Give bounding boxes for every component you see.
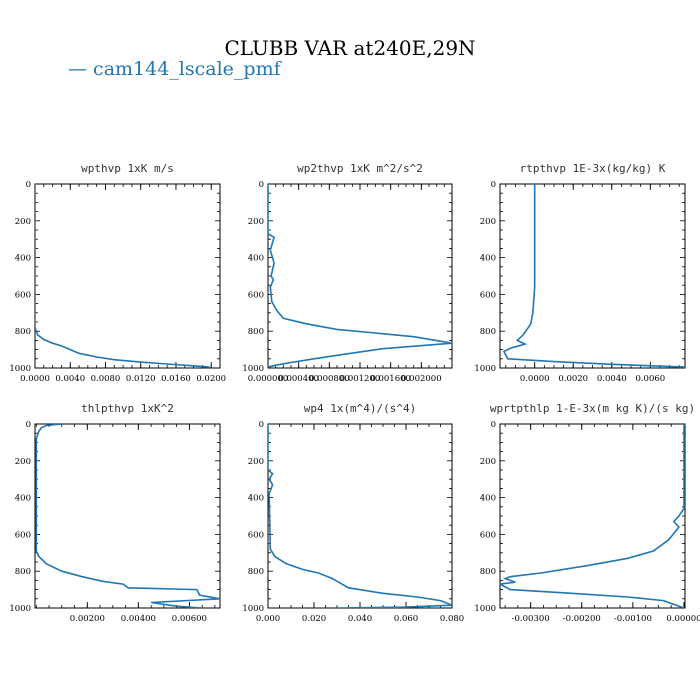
y-tick-label: 400 [248,254,264,264]
x-tick-label: 0.0200 [196,374,226,384]
x-tick-label: 0.001600 [370,374,411,384]
page-title: CLUBB VAR at240E,29N [224,36,476,60]
y-tick-label: 1000 [9,604,31,614]
x-tick-label: 0.0020 [558,374,588,384]
series-line [268,184,452,368]
y-tick-label: 0 [26,420,31,430]
y-tick-label: 400 [15,494,31,504]
panel-title: wprtpthlp 1-E-3x(m kg K)/(s kg) [490,402,695,415]
y-tick-label: 1000 [9,364,31,374]
series-line [502,184,685,368]
x-tick-label: 0.00200 [70,614,105,624]
x-tick-label: 0.0080 [91,374,121,384]
y-tick-label: 400 [15,254,31,264]
y-tick-label: 200 [248,217,264,227]
series-line [35,184,210,368]
x-tick-label: 0.0120 [126,374,156,384]
x-tick-label: -0.00200 [563,614,601,624]
legend: — cam144_lscale_pmf [68,58,281,80]
x-tick-label: 0.0040 [597,374,627,384]
panel-title: wpthvp 1xK m/s [81,162,174,175]
panel-6: wprtpthlp 1-E-3x(m kg K)/(s kg) 0 200 400 60… [474,402,700,624]
x-tick-label: 0.000 [256,614,280,624]
x-tick-label: 0.00000 [666,614,700,624]
x-tick-label: 0.0000 [20,374,50,384]
y-tick-label: 600 [480,290,496,300]
panel-4: thlpthvp 1xK^2 0 200 400 600 800 1000 0.00200 0.… [9,402,221,624]
y-tick-label: 0 [26,180,31,190]
y-tick-label: 0 [491,420,496,430]
x-tick-label: 0.0040 [55,374,85,384]
plot-frame [267,183,453,369]
x-tick-label: 0.000800 [309,374,350,384]
y-tick-label: 800 [15,567,31,577]
plot-frame [499,423,686,609]
y-tick-label: 1000 [474,604,496,614]
x-tick-label: 0.002000 [401,374,442,384]
panel-2: wp2thvp 1xK m^2/s^2020040060080010000.00… [242,162,453,384]
plot-frame [267,423,453,609]
plot-frame [34,183,221,369]
y-tick-label: 800 [248,327,264,337]
x-tick-label: 0.001200 [340,374,381,384]
x-tick-label: 0.0000 [520,374,550,384]
y-tick-label: 1000 [242,604,264,614]
series-line [500,424,685,608]
x-tick-label: 0.0060 [635,374,665,384]
y-tick-label: 200 [248,457,264,467]
panel-title: thlpthvp 1xK^2 [81,402,174,415]
y-tick-label: 800 [480,327,496,337]
panel-title: rtpthvp 1E-3x(kg/kg) K [520,162,666,175]
y-tick-label: 1000 [242,364,264,374]
y-tick-label: 1000 [474,364,496,374]
x-tick-label: 0.00600 [172,614,207,624]
x-tick-label: 0.000000 [248,374,289,384]
y-tick-label: 600 [15,530,31,540]
y-tick-label: 200 [15,457,31,467]
x-tick-label: -0.00300 [512,614,550,624]
x-tick-label: -0.00100 [614,614,652,624]
panel-title: wp2thvp 1xK m^2/s^2 [297,162,423,175]
y-tick-label: 600 [15,290,31,300]
y-tick-label: 400 [248,494,264,504]
plot-frame [34,423,221,609]
legend-marker: — [68,58,87,80]
y-tick-label: 600 [480,530,496,540]
series-line [35,424,220,608]
x-tick-label: 0.080 [440,614,464,624]
y-tick-label: 200 [480,457,496,467]
y-tick-label: 200 [480,217,496,227]
x-tick-label: 0.040 [348,614,372,624]
y-tick-label: 0 [491,180,496,190]
plot-frame [499,183,686,369]
y-tick-label: 0 [259,180,264,190]
y-tick-label: 600 [248,290,264,300]
legend-label: cam144_lscale_pmf [93,58,281,80]
panel-title: wp4 1x(m^4)/(s^4) [304,402,417,415]
x-tick-label: 0.060 [394,614,418,624]
x-tick-label: 0.000400 [278,374,319,384]
y-tick-label: 800 [15,327,31,337]
y-tick-label: 200 [15,217,31,227]
y-tick-label: 400 [480,494,496,504]
x-tick-label: 0.020 [302,614,326,624]
y-tick-label: 600 [248,530,264,540]
y-tick-label: 800 [480,567,496,577]
panel-3: rtpthvp 1E-3x(kg/kg) K 0 200 400 600 800 1000 0… [474,162,686,384]
x-tick-label: 0.00400 [121,614,156,624]
y-tick-label: 400 [480,254,496,264]
x-tick-label: 0.0160 [161,374,191,384]
y-tick-label: 800 [248,567,264,577]
series-line [268,424,452,608]
y-tick-label: 0 [259,420,264,430]
